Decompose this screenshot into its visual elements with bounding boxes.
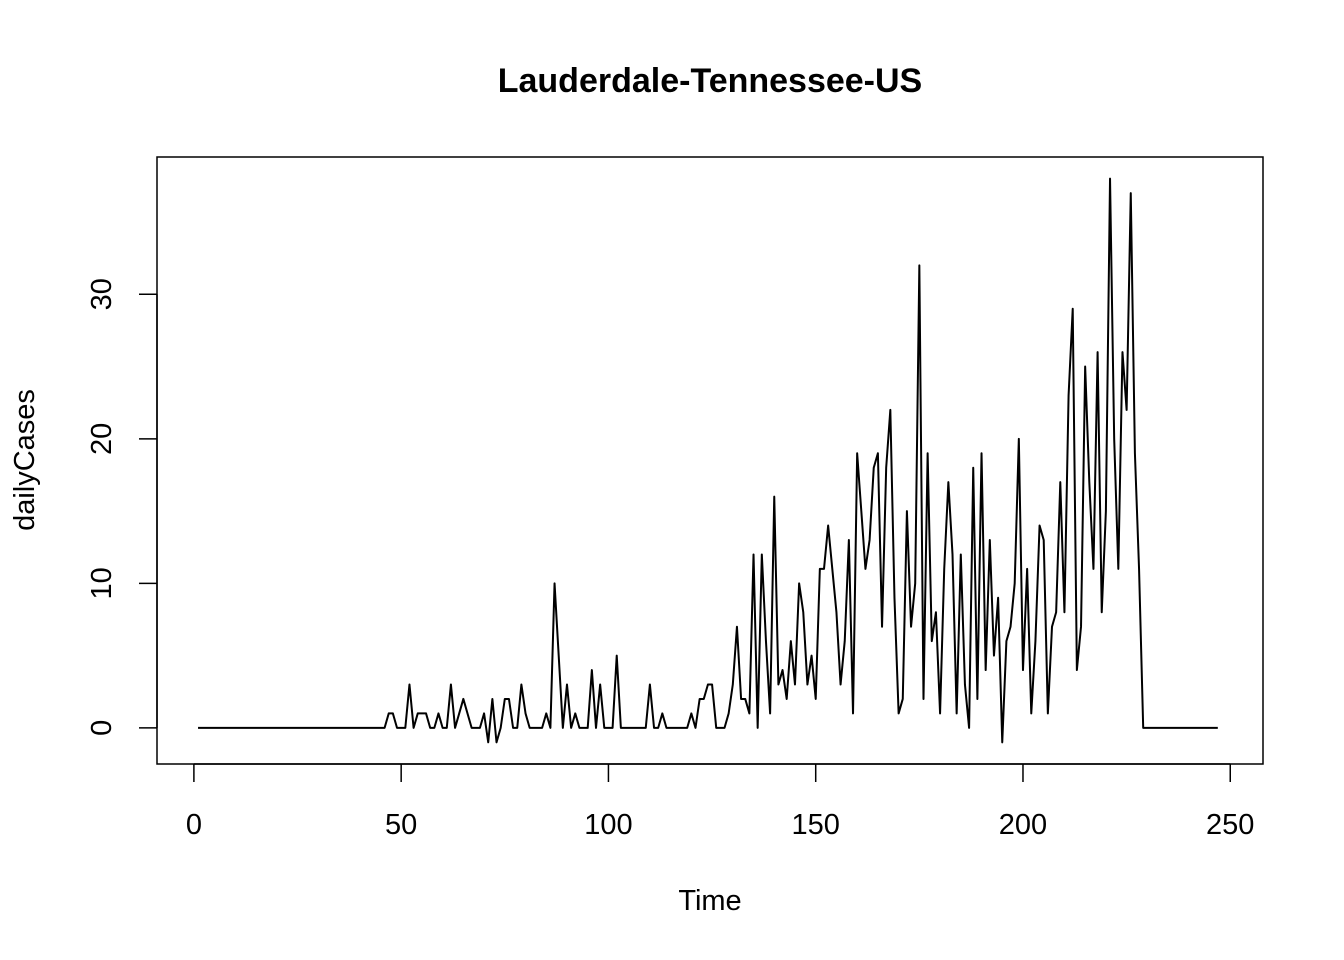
x-tick-label: 50 [385,809,417,841]
x-tick-label: 250 [1206,809,1254,841]
x-tick-label: 0 [186,809,202,841]
plot-frame [156,156,1264,765]
y-tick-label: 0 [86,720,118,736]
y-axis-label: dailyCases [9,389,41,531]
x-axis-label: Time [678,885,741,917]
x-tick-label: 150 [792,809,840,841]
y-tick-label: 20 [86,423,118,455]
daily-cases-line [198,177,1218,744]
chart-title: Lauderdale-Tennessee-US [498,62,923,100]
x-tick-label: 200 [999,809,1047,841]
y-tick-label: 10 [86,567,118,599]
x-tick-label: 100 [584,809,632,841]
x-axis: 0 50 100 150 200 250 [186,763,1254,841]
y-tick-label: 30 [86,278,118,310]
y-axis: 0 10 20 30 [86,278,158,736]
